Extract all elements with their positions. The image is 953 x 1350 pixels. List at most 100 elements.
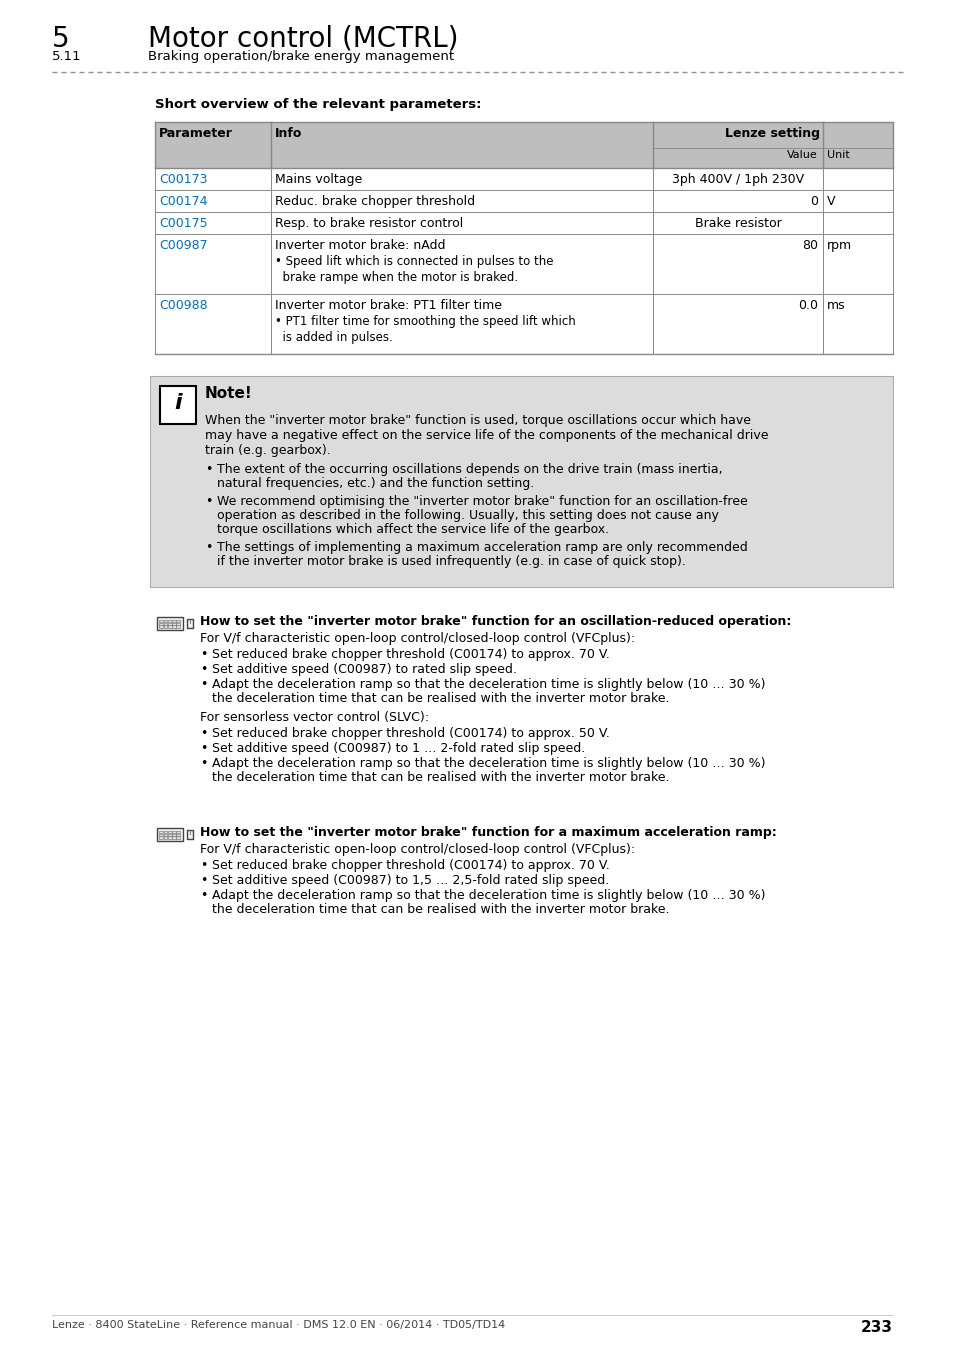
Text: brake rampe when the motor is braked.: brake rampe when the motor is braked. [274, 271, 517, 284]
Text: •: • [205, 541, 213, 554]
Bar [164, 837, 168, 838]
Text: •: • [200, 873, 207, 887]
Bar [168, 620, 172, 622]
Text: is added in pulses.: is added in pulses. [274, 331, 393, 344]
Bar [164, 622, 168, 625]
Text: Lenze · 8400 StateLine · Reference manual · DMS 12.0 EN · 06/2014 · TD05/TD14: Lenze · 8400 StateLine · Reference manua… [52, 1320, 505, 1330]
Text: 5.11: 5.11 [52, 50, 82, 63]
Text: •: • [200, 743, 207, 755]
Text: •: • [200, 678, 207, 691]
Text: Braking operation/brake energy management: Braking operation/brake energy managemen… [148, 50, 454, 63]
Text: the deceleration time that can be realised with the inverter motor brake.: the deceleration time that can be realis… [212, 903, 669, 917]
Text: Value: Value [786, 150, 817, 161]
Bar [160, 386, 195, 424]
Bar [172, 830, 175, 833]
Text: 0.0: 0.0 [797, 298, 817, 312]
Text: Inverter motor brake: PT1 filter time: Inverter motor brake: PT1 filter time [274, 298, 501, 312]
Text: the deceleration time that can be realised with the inverter motor brake.: the deceleration time that can be realis… [212, 771, 669, 784]
Bar [168, 622, 172, 625]
Text: rpm: rpm [826, 239, 851, 252]
Text: •: • [200, 859, 207, 872]
Text: V: V [826, 194, 835, 208]
Bar [150, 377, 892, 587]
Text: C00173: C00173 [159, 173, 208, 186]
Text: C00175: C00175 [159, 217, 208, 230]
Bar [164, 625, 168, 628]
Text: Adapt the deceleration ramp so that the deceleration time is slightly below (10 : Adapt the deceleration ramp so that the … [212, 890, 764, 902]
Text: Lenze setting: Lenze setting [724, 127, 820, 140]
Text: •: • [200, 757, 207, 769]
Text: Set reduced brake chopper threshold (C00174) to approx. 50 V.: Set reduced brake chopper threshold (C00… [212, 728, 609, 740]
Text: Set reduced brake chopper threshold (C00174) to approx. 70 V.: Set reduced brake chopper threshold (C00… [212, 648, 609, 662]
Bar [168, 830, 172, 833]
Text: Mains voltage: Mains voltage [274, 173, 362, 186]
Bar [164, 620, 168, 622]
Text: operation as described in the following. Usually, this setting does not cause an: operation as described in the following.… [216, 509, 719, 522]
Bar [172, 625, 175, 628]
Text: How to set the "inverter motor brake" function for an oscillation-reduced operat: How to set the "inverter motor brake" fu… [200, 616, 791, 628]
Text: We recommend optimising the "inverter motor brake" function for an oscillation-f: We recommend optimising the "inverter mo… [216, 495, 747, 508]
Text: •: • [205, 463, 213, 477]
Text: Set additive speed (C00987) to 1 … 2-fold rated slip speed.: Set additive speed (C00987) to 1 … 2-fol… [212, 743, 584, 755]
Text: C00987: C00987 [159, 239, 208, 252]
Bar [154, 122, 892, 167]
Bar [159, 625, 163, 628]
Bar [176, 625, 180, 628]
Text: C00174: C00174 [159, 194, 208, 208]
Text: The extent of the occurring oscillations depends on the drive train (mass inerti: The extent of the occurring oscillations… [216, 463, 721, 477]
Text: •: • [200, 890, 207, 902]
Bar [172, 622, 175, 625]
Text: Inverter motor brake: nAdd: Inverter motor brake: nAdd [274, 239, 445, 252]
Bar [176, 622, 180, 625]
Text: the deceleration time that can be realised with the inverter motor brake.: the deceleration time that can be realis… [212, 693, 669, 705]
Text: •: • [200, 648, 207, 662]
Bar [176, 620, 180, 622]
Bar [172, 833, 175, 836]
Text: •: • [200, 663, 207, 676]
Text: i: i [174, 393, 182, 413]
Text: Unit: Unit [826, 150, 849, 161]
Bar [164, 833, 168, 836]
Text: ms: ms [826, 298, 844, 312]
Text: Info: Info [274, 127, 302, 140]
Bar [159, 620, 163, 622]
Bar [157, 828, 182, 841]
Text: C00988: C00988 [159, 298, 208, 312]
Text: may have a negative effect on the service life of the components of the mechanic: may have a negative effect on the servic… [205, 429, 768, 441]
Text: • PT1 filter time for smoothing the speed lift which: • PT1 filter time for smoothing the spee… [274, 315, 576, 328]
Text: 233: 233 [861, 1320, 892, 1335]
Text: How to set the "inverter motor brake" function for a maximum acceleration ramp:: How to set the "inverter motor brake" fu… [200, 826, 776, 838]
Text: Resp. to brake resistor control: Resp. to brake resistor control [274, 217, 463, 230]
Bar [159, 833, 163, 836]
Text: Short overview of the relevant parameters:: Short overview of the relevant parameter… [154, 99, 481, 111]
Text: Reduc. brake chopper threshold: Reduc. brake chopper threshold [274, 194, 475, 208]
Text: Set additive speed (C00987) to 1,5 … 2,5-fold rated slip speed.: Set additive speed (C00987) to 1,5 … 2,5… [212, 873, 609, 887]
Text: Set reduced brake chopper threshold (C00174) to approx. 70 V.: Set reduced brake chopper threshold (C00… [212, 859, 609, 872]
Text: For sensorless vector control (SLVC):: For sensorless vector control (SLVC): [200, 711, 429, 724]
Text: Parameter: Parameter [159, 127, 233, 140]
Bar [187, 618, 193, 628]
Text: train (e.g. gearbox).: train (e.g. gearbox). [205, 444, 331, 458]
Text: if the inverter motor brake is used infrequently (e.g. in case of quick stop).: if the inverter motor brake is used infr… [216, 555, 685, 568]
Text: 0: 0 [809, 194, 817, 208]
Bar [154, 212, 892, 234]
Text: 3ph 400V / 1ph 230V: 3ph 400V / 1ph 230V [671, 173, 803, 186]
Text: Brake resistor: Brake resistor [694, 217, 781, 230]
Text: •: • [200, 728, 207, 740]
Bar [159, 837, 163, 838]
Text: Note!: Note! [205, 386, 253, 401]
Bar [168, 837, 172, 838]
Bar [168, 625, 172, 628]
Text: The settings of implementing a maximum acceleration ramp are only recommended: The settings of implementing a maximum a… [216, 541, 747, 554]
Text: • Speed lift which is connected in pulses to the: • Speed lift which is connected in pulse… [274, 255, 553, 269]
Text: When the "inverter motor brake" function is used, torque oscillations occur whic: When the "inverter motor brake" function… [205, 414, 750, 427]
Bar [176, 830, 180, 833]
Bar [172, 837, 175, 838]
Text: Adapt the deceleration ramp so that the deceleration time is slightly below (10 : Adapt the deceleration ramp so that the … [212, 757, 764, 769]
Bar [154, 190, 892, 212]
Bar [159, 830, 163, 833]
Bar [176, 837, 180, 838]
Bar [159, 622, 163, 625]
Bar [172, 620, 175, 622]
Bar [187, 830, 193, 838]
